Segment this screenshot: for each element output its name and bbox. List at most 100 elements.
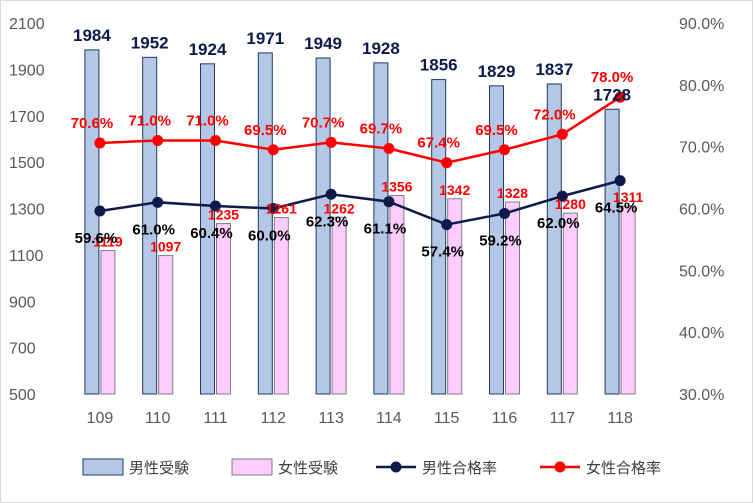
bar-female-exam-label: 1280	[555, 196, 586, 212]
bar-male-exam-label: 1829	[478, 62, 516, 81]
y-left-tick-label: 2100	[9, 16, 45, 33]
legend-label-male-exam: 男性受験	[129, 460, 189, 477]
female-pass-rate-point	[441, 157, 453, 169]
bar-male-exam	[84, 49, 100, 395]
x-tick-label: 117	[550, 410, 576, 427]
bar-male-exam	[604, 108, 620, 395]
x-tick-label: 118	[607, 410, 633, 427]
x-tick-label: 114	[376, 410, 402, 427]
y-left-tick-label: 1100	[9, 248, 44, 265]
male-pass-rate-label: 59.2%	[479, 232, 522, 249]
male-pass-rate-point	[325, 188, 337, 200]
y-left-tick-label: 700	[9, 341, 36, 358]
male-pass-rate-point	[499, 207, 510, 219]
female-pass-rate-label: 67.4%	[417, 135, 460, 152]
bar-male-exam-label: 1984	[73, 26, 111, 45]
x-tick-label: 110	[145, 410, 171, 427]
bar-male-exam-label: 1952	[131, 33, 169, 52]
y-left-tick-label: 500	[9, 387, 36, 404]
male-pass-rate-point	[614, 175, 626, 187]
female-pass-rate-point	[152, 134, 164, 146]
female-pass-rate-label: 69.5%	[244, 122, 287, 139]
female-pass-rate-point	[556, 128, 568, 140]
x-tick-label: 109	[87, 410, 114, 427]
bar-female-exam	[158, 255, 174, 395]
female-pass-rate-label: 69.7%	[360, 121, 403, 138]
male-pass-rate-point	[94, 205, 106, 217]
bar-female-exam	[562, 212, 578, 395]
y-left-tick-label: 1900	[9, 62, 45, 79]
bar-female-exam-label: 1261	[266, 201, 297, 217]
bar-female-exam	[216, 223, 231, 395]
y-right-tick-label: 40.0%	[679, 325, 724, 342]
female-pass-rate-point	[210, 134, 221, 146]
male-pass-rate-label: 57.4%	[421, 244, 464, 261]
bar-female-exam-label: 1342	[439, 182, 470, 198]
male-pass-rate-label: 61.0%	[132, 221, 175, 238]
female-pass-rate-label: 72.0%	[533, 106, 576, 123]
female-pass-rate-point	[383, 143, 395, 155]
male-pass-rate-point	[441, 219, 453, 231]
male-pass-rate-point	[210, 200, 221, 212]
y-left-tick-label: 1300	[9, 202, 45, 219]
female-pass-rate-label: 70.6%	[71, 115, 114, 132]
y-right-tick-label: 50.0%	[679, 263, 724, 280]
bar-female-exam-label: 1235	[208, 207, 239, 223]
female-pass-rate-point	[267, 144, 279, 156]
legend-swatch-female-exam	[231, 458, 273, 476]
male-pass-rate-label: 62.3%	[306, 213, 349, 230]
bar-female-exam-label: 1097	[150, 239, 181, 255]
female-pass-rate-label: 69.5%	[475, 122, 518, 139]
bar-female-exam-label: 1262	[324, 200, 355, 216]
female-pass-rate-line	[99, 96, 621, 165]
bar-male-exam-label: 1837	[535, 60, 573, 79]
y-right-tick-label: 70.0%	[679, 140, 724, 157]
legend-marker-male-pass-rate	[390, 461, 402, 473]
bar-male-exam	[257, 52, 273, 395]
bar-female-exam	[331, 216, 347, 395]
male-pass-rate-label: 62.0%	[537, 215, 580, 232]
male-pass-rate-point	[152, 196, 164, 208]
bar-female-exam	[273, 217, 289, 395]
bar-male-exam-label: 1949	[304, 34, 342, 53]
female-pass-rate-label: 78.0%	[591, 69, 634, 86]
x-tick-label: 115	[434, 410, 460, 427]
bar-male-exam-label: 1728	[593, 85, 631, 104]
female-pass-rate-point	[614, 91, 626, 103]
bar-female-exam-label: 1356	[381, 179, 412, 195]
male-pass-rate-point	[556, 190, 568, 202]
x-tick-label: 116	[492, 410, 518, 427]
bar-female-exam	[505, 201, 520, 395]
x-tick-label: 112	[261, 410, 287, 427]
male-pass-rate-line	[99, 179, 621, 226]
legend-label-female-pass-rate: 女性合格率	[586, 459, 661, 477]
female-pass-rate-point	[94, 137, 106, 149]
bar-male-exam	[546, 83, 562, 395]
y-right-tick-label: 60.0%	[679, 202, 724, 219]
bar-female-exam-label: 1328	[497, 185, 528, 201]
bar-male-exam	[489, 85, 504, 395]
male-pass-rate-label: 64.5%	[595, 200, 638, 217]
bar-male-exam	[431, 79, 447, 395]
y-right-tick-label: 80.0%	[679, 78, 724, 95]
legend-swatch-male-exam	[82, 458, 124, 476]
bar-female-exam	[389, 195, 405, 395]
legend-label-male-pass-rate: 男性合格率	[422, 460, 497, 477]
bar-male-exam-label: 1856	[420, 56, 458, 75]
y-right-tick-label: 90.0%	[679, 16, 724, 33]
legend-marker-female-pass-rate	[554, 461, 566, 473]
female-pass-rate-label: 71.0%	[186, 112, 229, 129]
bar-male-exam-label: 1924	[189, 40, 227, 59]
y-left-tick-label: 1700	[9, 109, 45, 126]
male-pass-rate-label: 61.1%	[364, 221, 407, 238]
bar-male-exam	[200, 63, 215, 395]
female-pass-rate-point	[325, 136, 337, 148]
bar-male-exam-label: 1928	[362, 39, 400, 58]
bar-female-exam	[447, 198, 463, 395]
male-pass-rate-point	[383, 196, 395, 208]
legend-label-female-exam: 女性受験	[278, 459, 338, 477]
x-tick-label: 113	[318, 410, 344, 427]
x-tick-label: 111	[203, 410, 227, 427]
